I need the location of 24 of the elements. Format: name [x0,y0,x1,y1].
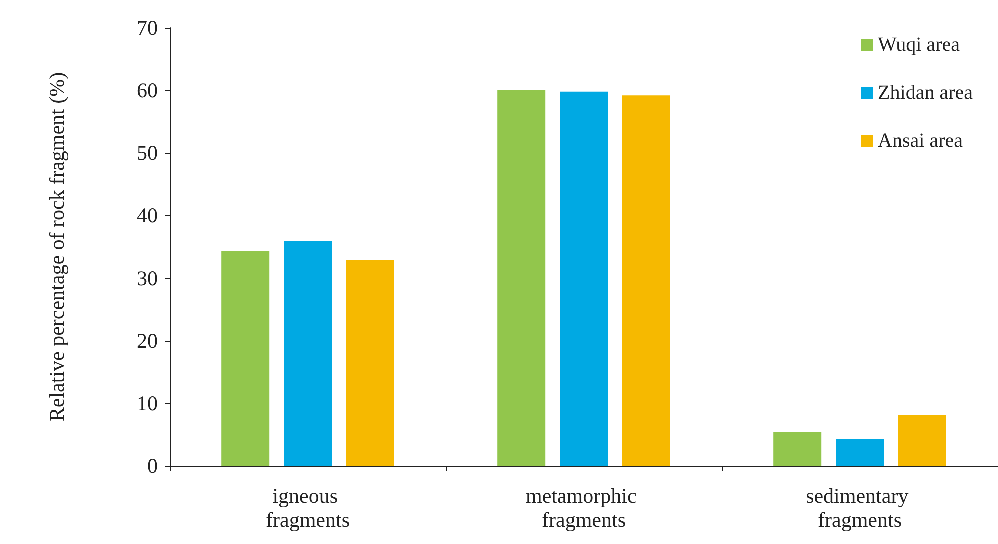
y-tick-label: 0 [148,454,158,478]
legend-label: Wuqi area [878,34,960,56]
legend-label: Zhidan area [878,82,974,104]
bar [898,415,946,466]
bar [498,90,546,466]
bar [774,432,822,466]
y-tick-label: 70 [137,16,158,40]
bar [622,96,670,466]
y-tick-label: 30 [137,266,158,290]
y-tick-label: 40 [137,204,158,228]
bar [222,251,270,466]
y-tick-label: 60 [137,78,158,103]
bar [836,439,884,466]
x-tick-label: metamorphic fragments [526,484,642,532]
y-tick-label: 20 [137,328,158,353]
bar [346,260,394,466]
bar [284,241,332,466]
legend-label: Ansai area [878,130,964,152]
x-tick-label: sedimentary fragments [806,484,914,532]
bar [560,92,608,466]
x-tick-label: igneous fragments [266,484,350,532]
y-tick-label: 50 [137,141,158,166]
y-tick-label: 10 [137,391,158,416]
y-axis-title: Relative percentage of rock fragment (%) [45,72,69,422]
